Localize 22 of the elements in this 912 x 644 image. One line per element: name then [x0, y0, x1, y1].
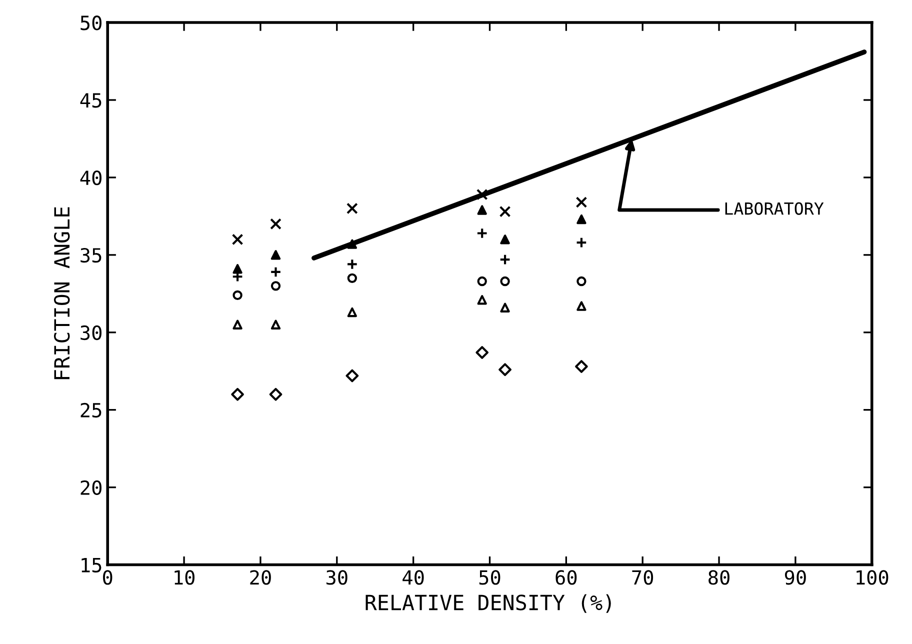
y-tick-label: 50	[80, 16, 102, 30]
x-tick-label: 100	[856, 570, 888, 585]
x-tick-label: 90	[784, 570, 806, 585]
y-tick-label: 20	[80, 480, 102, 496]
x-tick-label: 70	[632, 570, 654, 585]
x-axis-title: RELATIVE DENSITY (%)	[366, 594, 611, 613]
y-tick-label: 35	[80, 248, 102, 263]
y-tick-label: 15	[82, 558, 102, 573]
y-tick-label: 30	[80, 325, 102, 340]
x-tick-label: 20	[250, 570, 271, 585]
x-tick-label: 40	[402, 570, 424, 585]
x-tick-label: 80	[708, 570, 730, 585]
y-axis-title: FRICTION ANGLE	[54, 207, 70, 380]
y-tick-label: 25	[80, 402, 102, 418]
x-tick-label: 30	[326, 570, 348, 585]
annotation: LABORATORY	[725, 202, 824, 215]
x-tick-label: 60	[556, 570, 577, 585]
x-tick-label: 0	[103, 570, 112, 585]
y-tick-label: 40	[80, 170, 102, 186]
y-tick-label: 45	[80, 93, 102, 108]
x-tick-label: 50	[479, 570, 500, 585]
x-tick-label: 10	[174, 570, 194, 585]
